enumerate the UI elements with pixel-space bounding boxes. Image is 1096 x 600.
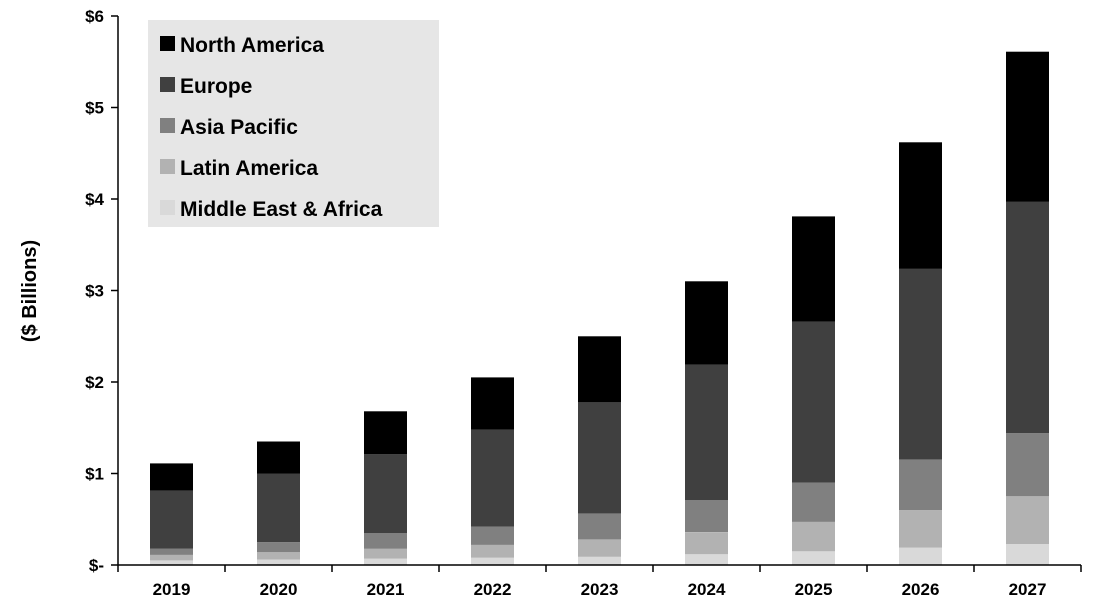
bar-2019-north-america: [150, 463, 193, 491]
x-tick-label: 2020: [260, 580, 298, 599]
bar-2025-asia-pacific: [792, 482, 835, 522]
labels-layer: 2019 2020 2021 2022 2023 2024 2025 2026 2027 $- $1…: [85, 7, 1046, 599]
legend-background: [148, 20, 439, 227]
bar-2021-north-america: [364, 411, 407, 455]
x-tick-label: 2027: [1009, 580, 1047, 599]
legend-swatch: [160, 118, 175, 133]
bar-2027-europe: [1006, 201, 1049, 434]
legend-swatch: [160, 36, 175, 51]
bar-2020-asia-pacific: [257, 542, 300, 553]
x-tick-label: 2024: [688, 580, 726, 599]
legend-label: North America: [180, 34, 324, 57]
bar-2024-europe: [685, 364, 728, 500]
bar-2020-europe: [257, 473, 300, 543]
bar-2022-north-america: [471, 377, 514, 430]
bar-2024-north-america: [685, 281, 728, 365]
bar-2023-middle-east-africa: [578, 556, 621, 565]
x-tick-label: 2019: [153, 580, 191, 599]
legend-label: Latin America: [180, 157, 318, 180]
y-tick-label: $-: [89, 556, 104, 575]
legend-swatch: [160, 159, 175, 174]
x-tick-label: 2026: [902, 580, 940, 599]
bar-2026-north-america: [899, 142, 942, 269]
x-tick-label: 2023: [581, 580, 619, 599]
bar-2019-middle-east-africa: [150, 560, 193, 565]
y-axis-title: ($ Billions): [19, 240, 41, 342]
bar-2022-asia-pacific: [471, 526, 514, 545]
bar-2021-asia-pacific: [364, 533, 407, 549]
bar-2025-middle-east-africa: [792, 551, 835, 565]
bar-2022-latin-america: [471, 544, 514, 558]
legend-swatch: [160, 77, 175, 92]
bar-2020-latin-america: [257, 552, 300, 560]
bar-2027-north-america: [1006, 51, 1049, 202]
y-tick-label: $5: [85, 99, 104, 118]
bar-2022-europe: [471, 429, 514, 527]
y-tick-label: $3: [85, 282, 104, 301]
x-tick-label: 2022: [474, 580, 512, 599]
bar-2022-middle-east-africa: [471, 557, 514, 565]
bar-2026-asia-pacific: [899, 459, 942, 511]
axes-layer: [111, 15, 1082, 572]
x-tick-label: 2025: [795, 580, 833, 599]
legend-label: Asia Pacific: [180, 116, 298, 139]
bar-2027-asia-pacific: [1006, 433, 1049, 497]
bar-2027-latin-america: [1006, 496, 1049, 544]
bar-2021-europe: [364, 454, 407, 533]
bars-layer: [150, 51, 1049, 565]
bar-2027-middle-east-africa: [1006, 544, 1049, 565]
y-tick-label: $2: [85, 373, 104, 392]
bar-2024-latin-america: [685, 532, 728, 555]
bar-2019-asia-pacific: [150, 548, 193, 555]
legend-swatch: [160, 200, 175, 215]
bar-2024-middle-east-africa: [685, 554, 728, 565]
bar-2025-north-america: [792, 216, 835, 322]
bar-2021-middle-east-africa: [364, 558, 407, 565]
bar-2026-middle-east-africa: [899, 547, 942, 565]
bar-2023-asia-pacific: [578, 513, 621, 540]
y-tick-label: $4: [85, 190, 104, 209]
legend-label: Middle East & Africa: [180, 198, 383, 221]
bar-2026-europe: [899, 268, 942, 460]
bar-2020-north-america: [257, 441, 300, 474]
bar-2023-latin-america: [578, 539, 621, 557]
bar-2019-latin-america: [150, 554, 193, 561]
bar-2023-north-america: [578, 336, 621, 403]
bar-2020-middle-east-africa: [257, 559, 300, 565]
legend: North America Europe Asia Pacific Latin Ame…: [160, 34, 383, 221]
bar-2023-europe: [578, 402, 621, 514]
bar-2025-europe: [792, 321, 835, 483]
bar-2025-latin-america: [792, 522, 835, 552]
bar-2024-asia-pacific: [685, 500, 728, 532]
legend-label: Europe: [180, 75, 252, 98]
bar-2021-latin-america: [364, 548, 407, 559]
bar-2026-latin-america: [899, 510, 942, 548]
y-tick-label: $1: [85, 465, 104, 484]
bar-2019-europe: [150, 490, 193, 549]
y-tick-label: $6: [85, 7, 104, 26]
x-tick-label: 2021: [367, 580, 405, 599]
